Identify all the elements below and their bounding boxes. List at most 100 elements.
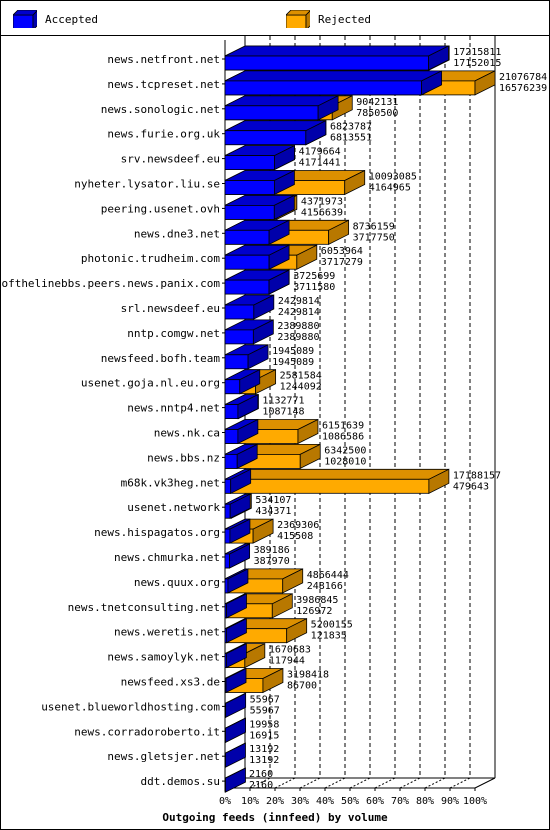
bar-rejected: [224, 618, 308, 644]
value-label-accepted: 4156639: [301, 207, 343, 218]
category-label: news.hispagatos.org: [94, 526, 220, 539]
value-label-accepted: 1244092: [280, 382, 322, 393]
category-label: news.chmurka.net: [114, 551, 220, 564]
legend-item-rejected: Rejected: [286, 7, 371, 31]
category-label: usenet.network: [127, 501, 220, 514]
value-label-offered: 2389880: [277, 321, 319, 332]
bar-accepted: [224, 667, 247, 694]
value-label-accepted: 13192: [249, 755, 279, 766]
value-label-accepted: 7850500: [356, 108, 398, 119]
category-label: news.sonologic.net: [101, 103, 220, 116]
value-label-accepted: 55967: [250, 705, 280, 716]
category-label: news.nk.ca: [154, 427, 220, 440]
value-label-offered: 1945089: [272, 346, 314, 357]
bar-accepted: [224, 45, 449, 71]
bar-accepted: [224, 344, 269, 370]
value-label-offered: 5200155: [311, 620, 353, 631]
value-label-accepted: 3717279: [321, 257, 363, 268]
category-label: news.weretis.net: [114, 626, 220, 639]
value-label-offered: 8736159: [353, 221, 395, 232]
value-label-offered: 19958: [249, 719, 279, 730]
value-label-offered: 13192: [249, 744, 279, 755]
value-label-offered: 534107: [255, 495, 291, 506]
category-label: news.corradoroberto.it: [74, 725, 220, 738]
category-label: usenet.blueworldhosting.com: [41, 700, 220, 713]
category-label: news.tnetconsulting.net: [68, 601, 220, 614]
floor-gridline: [374, 777, 396, 789]
bar-accepted: [224, 493, 251, 519]
value-label-offered: 389186: [254, 545, 290, 556]
category-label: news.nntp4.net: [127, 402, 220, 415]
value-label-offered: 1132771: [262, 396, 304, 407]
bar-accepted: [224, 120, 327, 146]
category-label: news.furie.org.uk: [107, 128, 220, 141]
value-label-offered: 2160: [249, 769, 273, 780]
legend-item-accepted: Accepted: [13, 7, 98, 31]
value-label-accepted: 434371: [255, 506, 291, 517]
value-label-accepted: 117944: [269, 656, 305, 667]
value-label-offered: 2581584: [280, 371, 322, 382]
value-label-offered: 6151639: [322, 421, 364, 432]
category-label: photonic.trudheim.com: [81, 252, 220, 265]
value-label-accepted: 479643: [453, 481, 489, 492]
x-tick-label: 80%: [416, 796, 434, 807]
category-label: nyheter.lysator.liu.se: [74, 178, 220, 191]
value-label-accepted: 3711580: [293, 282, 335, 293]
value-label-accepted: 248166: [307, 581, 343, 592]
floor-gridline: [299, 777, 321, 789]
bar-accepted: [224, 767, 246, 793]
floor-right-edge: [474, 777, 496, 789]
value-label-offered: 6053964: [321, 246, 363, 257]
value-label-offered: 3986845: [296, 595, 338, 606]
bar-accepted: [224, 294, 275, 320]
category-label: nntp.comgw.net: [127, 327, 220, 340]
category-label: news.netfront.net: [107, 53, 220, 66]
bar-accepted: [224, 418, 259, 445]
value-label-offered: 55967: [250, 694, 280, 705]
value-label-offered: 21076784: [499, 72, 547, 83]
bar-accepted: [224, 169, 295, 196]
value-label-accepted: 387970: [254, 556, 290, 567]
bar-accepted: [224, 319, 274, 345]
value-label-accepted: 2160: [249, 780, 273, 791]
bar-accepted: [224, 618, 247, 644]
category-label: news.bbs.nz: [147, 451, 220, 464]
value-label-offered: 1670683: [269, 645, 311, 656]
value-label-offered: 2369306: [277, 520, 319, 531]
value-label-accepted: 3717750: [353, 232, 395, 243]
category-label: news.quux.org: [134, 576, 220, 589]
bar-accepted: [224, 642, 247, 669]
bar-accepted: [224, 70, 443, 96]
x-axis-label: Outgoing feeds (innfeed) by volume: [162, 811, 388, 824]
value-label-accepted: 17152015: [453, 58, 501, 69]
legend-swatch-accepted: [13, 10, 37, 28]
value-label-accepted: 4164965: [369, 183, 411, 194]
legend-swatch-rejected: [286, 10, 310, 28]
category-label: news.gletsjer.net: [107, 750, 220, 763]
category-label: srv.newsdeef.eu: [121, 153, 220, 166]
value-label-accepted: 126972: [296, 606, 332, 617]
value-label-offered: 17215811: [453, 47, 501, 58]
x-tick-label: 60%: [366, 796, 384, 807]
value-label-accepted: 1086586: [322, 432, 364, 443]
bar-accepted: [224, 568, 249, 594]
value-label-accepted: 1945089: [272, 357, 314, 368]
category-label: newsfeed.xs3.de: [121, 676, 220, 689]
value-label-accepted: 16576239: [499, 83, 547, 94]
bar-accepted: [224, 244, 290, 270]
value-label-offered: 3198418: [287, 670, 329, 681]
value-label-offered: 17188157: [453, 470, 501, 481]
x-tick-label: 30%: [291, 796, 309, 807]
value-label-accepted: 121835: [311, 631, 347, 642]
category-label: m68k.vk3heg.net: [121, 476, 220, 489]
bar-accepted: [224, 518, 251, 544]
value-label-offered: 2429814: [278, 296, 320, 307]
x-tick-label: 90%: [441, 796, 459, 807]
category-label: endofthelinebbs.peers.news.panix.com: [0, 277, 220, 290]
floor-gridline: [399, 777, 421, 789]
value-label-offered: 6823787: [330, 122, 372, 133]
floor-gridline: [449, 777, 471, 789]
bar-accepted: [224, 742, 246, 768]
x-tick-label: 20%: [266, 796, 284, 807]
